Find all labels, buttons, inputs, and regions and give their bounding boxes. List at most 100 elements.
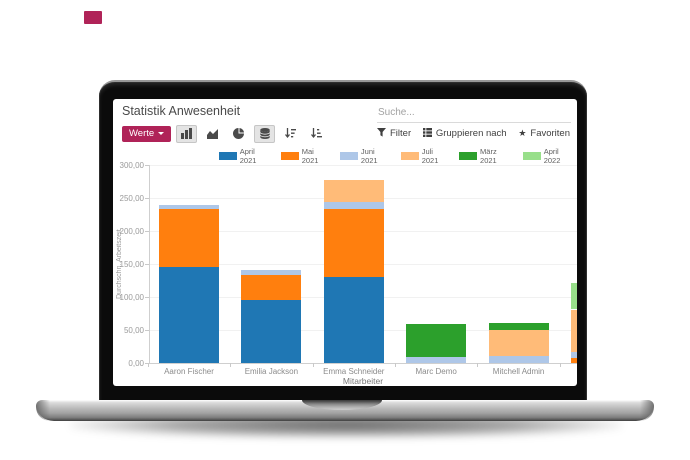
x-axis-line [149, 363, 577, 364]
bar-segment[interactable] [241, 269, 302, 276]
toolbar: Werte [122, 124, 327, 143]
bar-segment[interactable] [571, 357, 577, 363]
search-facets: Filter Gruppieren nach ★ Favoriten [377, 125, 570, 142]
search-input[interactable] [377, 105, 571, 123]
y-tick-mark [145, 198, 149, 199]
filter-label: Filter [390, 128, 412, 139]
bar-segment[interactable] [159, 267, 219, 363]
y-axis-tick: 100,00 [119, 292, 144, 302]
legend-swatch [400, 152, 419, 160]
legend-label: Juli 2021 [421, 147, 439, 165]
stacked-toggle-button[interactable] [254, 124, 276, 143]
legend-swatch [281, 152, 299, 160]
legend-item[interactable]: April 2022 [522, 147, 577, 165]
y-axis-tick: 50,00 [123, 325, 144, 335]
measures-button[interactable]: Werte [122, 125, 172, 142]
sort-descending-button[interactable] [280, 125, 301, 143]
x-tick-mark [559, 363, 561, 367]
bar-chart-button[interactable] [176, 124, 198, 143]
bar-segment[interactable] [159, 209, 219, 268]
x-axis-label: Aaron Fischer [164, 367, 214, 376]
caret-down-icon [158, 132, 165, 135]
laptop-notch [302, 400, 382, 410]
legend-label: April 2021 [239, 147, 257, 165]
bar-segment[interactable] [571, 352, 577, 358]
y-axis-tick: 250,00 [119, 193, 144, 203]
y-tick-mark [145, 330, 149, 331]
x-tick-mark [147, 363, 149, 367]
filter-button[interactable]: Filter [377, 127, 412, 140]
legend-item[interactable]: April 2021 [219, 147, 273, 165]
x-axis-label: Emilia Jackson [244, 367, 299, 376]
bar-segment[interactable] [323, 202, 384, 210]
group-by-button[interactable]: Gruppieren nach [422, 127, 507, 140]
bar-segment[interactable] [488, 322, 549, 330]
sort-ascending-button[interactable] [306, 125, 327, 143]
legend-label: März 2021 [480, 147, 497, 165]
bar-segment[interactable] [406, 357, 467, 363]
legend-swatch [219, 152, 237, 160]
bar-segment[interactable] [488, 330, 549, 356]
legend-item[interactable]: Juli 2021 [400, 147, 451, 165]
y-axis-tick: 200,00 [119, 226, 144, 236]
bar-segment[interactable] [571, 283, 577, 310]
legend-item[interactable]: Juni 2021 [340, 147, 393, 165]
sort-amount-desc-icon [285, 128, 297, 139]
legend-swatch [459, 152, 478, 160]
area-chart-icon [207, 128, 219, 139]
y-tick-mark [145, 297, 149, 298]
y-tick-mark [145, 363, 149, 364]
filter-funnel-icon [377, 127, 386, 140]
legend-label: Mai 2021 [301, 147, 319, 165]
line-chart-button[interactable] [202, 125, 223, 143]
y-axis-line [149, 165, 150, 363]
bar-segment[interactable] [241, 275, 302, 301]
y-tick-mark [145, 231, 149, 232]
x-tick-mark [230, 363, 232, 367]
y-tick-mark [145, 264, 149, 265]
bar-segment[interactable] [241, 300, 302, 363]
search-box [377, 102, 571, 123]
bar-segment[interactable] [323, 277, 384, 363]
legend-item[interactable]: März 2021 [459, 147, 515, 165]
bar-segment[interactable] [406, 324, 467, 358]
bar-segment[interactable] [159, 204, 219, 210]
x-tick-mark [477, 363, 479, 367]
legend-label: Juni 2021 [360, 147, 378, 165]
favorites-button[interactable]: ★ Favoriten [518, 128, 570, 139]
laptop-base [36, 400, 654, 421]
page-title: Statistik Anwesenheit [122, 104, 241, 118]
legend-swatch [340, 152, 358, 160]
chart-legend: April 2021 Mai 2021 Juni 2021 Juli 2021 März… [219, 147, 577, 165]
y-axis-tick: 300,00 [119, 160, 144, 170]
x-axis-label: Emma Schneider [323, 367, 385, 376]
measures-button-label: Werte [129, 128, 155, 139]
bar-segment[interactable] [323, 209, 384, 278]
grid-icon [422, 127, 432, 140]
x-tick-mark [312, 363, 314, 367]
gridline [149, 165, 577, 166]
bar-segment[interactable] [571, 309, 577, 353]
pie-chart-button[interactable] [228, 125, 249, 143]
y-axis-tick: 150,00 [119, 259, 144, 269]
legend-item[interactable]: Mai 2021 [281, 147, 332, 165]
x-axis-label: Mitchell Admin [492, 367, 545, 376]
laptop-screen: Statistik Anwesenheit Werte [113, 99, 577, 386]
bar-segment[interactable] [488, 355, 549, 363]
group-by-label: Gruppieren nach [435, 128, 507, 139]
x-tick-mark [395, 363, 396, 367]
legend-swatch [522, 152, 541, 160]
bar-segment[interactable] [323, 180, 384, 202]
legend-label: April 2022 [543, 147, 561, 165]
stray-accent-artifact [84, 11, 102, 24]
chart-area: Durchschn. Arbeitszeit Mitarbeiter 300,0… [113, 99, 577, 386]
favorites-label: Favoriten [530, 128, 570, 139]
star-icon: ★ [518, 128, 527, 138]
pie-chart-icon [233, 128, 245, 139]
y-axis-tick: 0,00 [128, 358, 144, 368]
bar-chart-icon [181, 128, 193, 139]
y-tick-mark [145, 165, 149, 166]
database-icon [259, 128, 270, 139]
x-axis-title: Mitarbeiter [342, 376, 384, 386]
